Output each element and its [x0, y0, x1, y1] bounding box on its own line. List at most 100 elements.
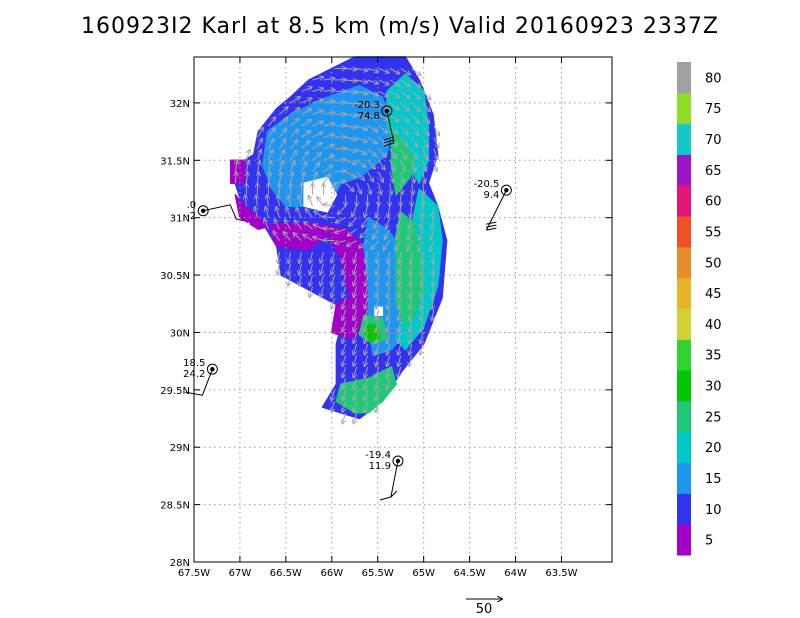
wind-vector — [371, 240, 380, 249]
x-tick-label: 64W — [504, 568, 527, 579]
station-1: -20.374.8 — [354, 100, 395, 147]
wind-vector — [246, 172, 247, 184]
wind-vector — [376, 378, 380, 389]
wind-vector — [324, 217, 335, 218]
wind-vector — [411, 91, 420, 98]
wind-vector — [235, 172, 236, 184]
wind-vector — [314, 225, 324, 230]
wind-vector — [323, 112, 335, 114]
wind-vector — [367, 113, 378, 119]
y-tick-label: 31N — [170, 214, 190, 225]
wind-vector — [356, 113, 368, 117]
wind-vector — [334, 148, 346, 149]
wind-vector — [356, 171, 364, 180]
wind-barb — [203, 204, 244, 222]
wind-barb — [379, 460, 399, 501]
wind-vector — [312, 77, 324, 80]
wind-vector — [409, 355, 412, 366]
wind-vector — [312, 100, 324, 104]
wind-vector — [411, 160, 416, 170]
wind-vector — [347, 240, 357, 246]
colorbar-swatch — [677, 524, 691, 556]
wind-vector — [400, 68, 410, 75]
wind-vector — [256, 195, 257, 207]
colorbar-swatch — [677, 493, 691, 525]
wind-vector — [367, 102, 378, 107]
wind-vector — [432, 297, 434, 309]
wind-vector — [335, 228, 346, 232]
wind-vector — [378, 68, 389, 73]
wind-vector — [398, 332, 401, 344]
wind-vector — [356, 159, 366, 167]
wind-barb-flag — [383, 136, 395, 141]
colorbar-label: 20 — [705, 441, 722, 456]
wind-vector — [323, 90, 335, 92]
station-marker-dot — [200, 208, 206, 213]
wind-barb-flag — [390, 490, 398, 498]
wind-vector — [267, 128, 274, 138]
wind-vector — [345, 126, 357, 128]
wind-vector — [302, 173, 305, 184]
wind-vector — [409, 320, 411, 332]
wind-vector — [295, 221, 302, 230]
station-value-bottom: 9.4 — [483, 190, 499, 201]
wind-vector — [312, 88, 324, 91]
wind-vector — [342, 389, 347, 401]
wind-barb-flag — [486, 224, 497, 228]
wind-vector — [387, 286, 389, 298]
wind-vector — [422, 148, 427, 159]
wind-vector — [356, 91, 368, 94]
wind-vector — [400, 148, 407, 159]
wind-vector — [256, 139, 262, 150]
wind-vector — [323, 134, 335, 137]
wind-vector — [401, 171, 404, 183]
wind-vector — [310, 263, 313, 275]
y-tick-label: 30.5N — [160, 271, 190, 282]
wind-vector — [354, 378, 358, 389]
wind-vector — [367, 183, 371, 194]
wind-vector — [365, 286, 368, 298]
wind-vector — [378, 113, 388, 120]
wind-vector — [336, 217, 346, 223]
chart-title: 160923I2 Karl at 8.5 km (m/s) Valid 2016… — [81, 14, 719, 39]
wind-vector — [433, 252, 434, 263]
wind-vector — [389, 68, 400, 74]
wind-vector — [401, 183, 403, 194]
wind-vector — [343, 251, 347, 263]
colorbar-swatch — [677, 216, 691, 248]
colorbar-label: 35 — [705, 349, 722, 364]
wind-vector — [356, 125, 367, 130]
wind-vector — [331, 286, 336, 298]
wind-vector — [345, 80, 357, 81]
wind-vector — [365, 251, 367, 263]
wind-vector — [411, 102, 420, 111]
wind-vector — [410, 286, 412, 298]
wind-vector — [354, 412, 358, 424]
colorbar-label: 30 — [705, 380, 722, 395]
grid-lines — [194, 57, 612, 562]
wind-vector — [399, 286, 401, 298]
wind-vector — [399, 206, 401, 217]
colorbar-label: 45 — [705, 287, 722, 302]
wind-vector — [421, 217, 423, 229]
wind-vector — [389, 160, 395, 170]
colorbar-label: 15 — [705, 472, 722, 487]
wind-vector — [365, 274, 368, 286]
y-tick-label: 28N — [170, 558, 190, 569]
wind-vector — [398, 355, 401, 366]
wind-vector — [245, 195, 246, 207]
wind-vector — [356, 69, 368, 71]
colorbar-label: 75 — [705, 102, 722, 117]
wind-vector — [389, 102, 399, 110]
wind-vector — [356, 148, 367, 154]
wind-vector — [433, 148, 438, 159]
wind-vector — [334, 171, 346, 172]
wind-vector — [323, 156, 334, 161]
wind-vector — [301, 162, 307, 173]
wind-vector — [376, 274, 379, 286]
wind-vector — [367, 68, 379, 72]
wind-vector — [362, 217, 369, 228]
wind-vector — [400, 91, 410, 98]
wind-vector — [342, 309, 347, 321]
wind-vector — [365, 332, 368, 344]
